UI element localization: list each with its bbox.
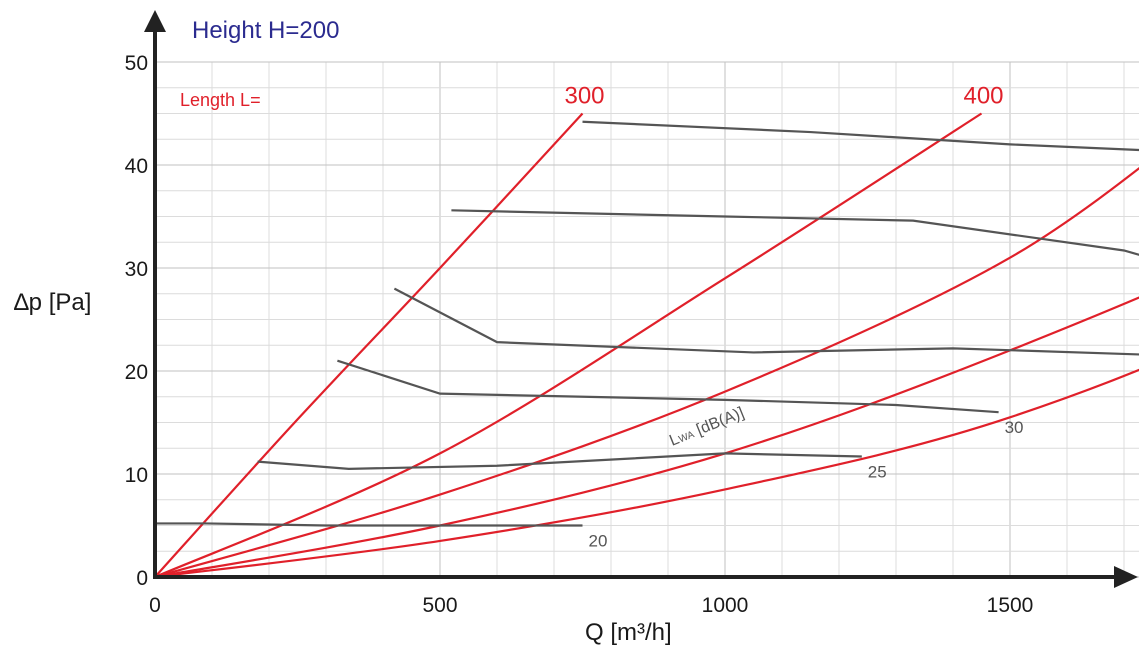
noise-curve-30 (337, 359, 999, 414)
y-tick-label: 0 (136, 567, 148, 590)
y-axis-arrow-icon (144, 10, 166, 32)
noise-label-30: 30 (1005, 418, 1024, 437)
noise-label-25: 25 (868, 462, 887, 481)
x-tick-label: 1500 (987, 594, 1034, 617)
y-tick-label: 50 (125, 52, 148, 75)
noise-curve-35 (393, 287, 1139, 356)
noise-curve-40 (451, 209, 1139, 256)
y-tick-label: 30 (125, 258, 148, 281)
x-tick-label: 1000 (702, 594, 749, 617)
lwa-label-rest: [dB(A)] (690, 404, 747, 440)
curve-labels: 3004006008001000202530354045 (564, 83, 1024, 551)
x-axis-title: Q [m³/h] (585, 619, 672, 646)
noise-label-20: 20 (589, 532, 608, 551)
length-curve-300 (154, 112, 584, 578)
noise-curves (155, 120, 1139, 527)
length-label-400: 400 (963, 83, 1003, 110)
y-tick-label: 40 (125, 155, 148, 178)
x-tick-label: 0 (149, 594, 161, 617)
x-tick-label: 500 (422, 594, 457, 617)
chart-title: Height H=200 (192, 17, 339, 44)
grid (154, 61, 1139, 578)
length-prefix-label: Length L= (180, 90, 261, 110)
length-curve-600 (154, 167, 1139, 579)
y-tick-label: 10 (125, 464, 148, 487)
noise-curve-45 (582, 120, 1139, 152)
y-tick-label: 20 (125, 361, 148, 384)
x-axis-arrow-icon (1114, 566, 1138, 588)
tick-labels: 0500100015002000250001020304050 (125, 52, 1034, 617)
y-axis-title: ∆p [Pa] (14, 289, 91, 316)
noise-curve-20 (155, 522, 583, 527)
length-curve-800 (154, 296, 1139, 579)
axes (144, 10, 1138, 588)
length-curve-1000 (154, 368, 1139, 579)
length-label-300: 300 (564, 83, 604, 110)
noise-curve-25 (257, 452, 862, 470)
